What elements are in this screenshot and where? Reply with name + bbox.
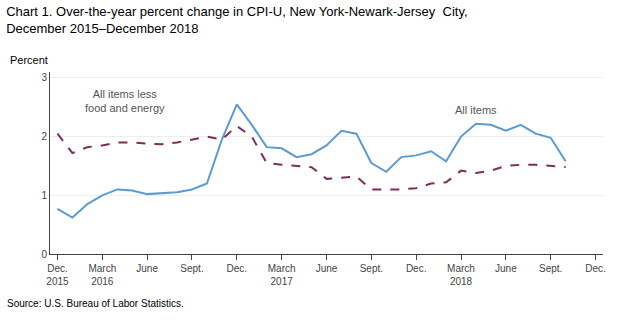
svg-text:Sept.: Sept. <box>360 263 383 274</box>
svg-text:0: 0 <box>41 249 47 260</box>
svg-text:2: 2 <box>41 131 47 142</box>
svg-text:Dec.: Dec. <box>406 263 427 274</box>
svg-text:March2018: March2018 <box>447 263 475 287</box>
svg-text:Sept.: Sept. <box>539 263 562 274</box>
svg-text:Dec.2015: Dec.2015 <box>46 263 69 287</box>
svg-text:June: June <box>136 263 158 274</box>
svg-text:June: June <box>495 263 517 274</box>
svg-text:March2017: March2017 <box>268 263 296 287</box>
svg-text:3: 3 <box>41 72 47 83</box>
svg-text:Source: U.S. Bureau of Labor S: Source: U.S. Bureau of Labor Statistics. <box>7 298 184 309</box>
svg-text:1: 1 <box>41 190 47 201</box>
svg-text:March2016: March2016 <box>88 263 116 287</box>
svg-text:Chart 1. Over-the-year percent: Chart 1. Over-the-year percent change in… <box>6 4 467 36</box>
svg-text:Percent: Percent <box>10 54 48 66</box>
svg-text:All items: All items <box>455 104 497 116</box>
svg-text:Sept.: Sept. <box>180 263 203 274</box>
svg-text:Dec.: Dec. <box>227 263 248 274</box>
svg-text:June: June <box>316 263 338 274</box>
svg-text:Dec.: Dec. <box>585 263 606 274</box>
svg-text:All items lessfood and energy: All items lessfood and energy <box>85 88 165 114</box>
